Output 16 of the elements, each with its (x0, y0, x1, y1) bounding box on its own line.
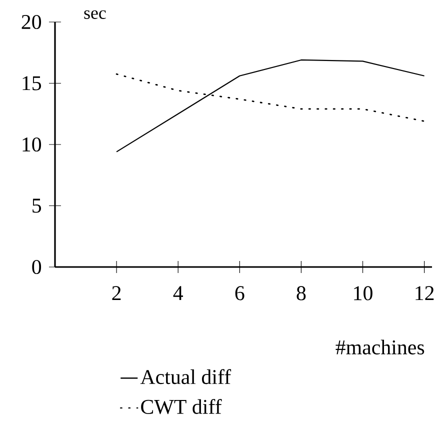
x-tick-label: 2 (112, 286, 121, 300)
legend-label: Actual diff (140, 369, 232, 384)
y-tick-label: 10 (22, 137, 42, 152)
y-tick-label: 5 (32, 198, 42, 213)
line-series (116, 59, 425, 152)
x-tick-label: 10 (354, 286, 372, 300)
y-tick-label: 15 (22, 76, 42, 90)
x-tick-label: 12 (416, 286, 434, 300)
y-tick-label: 20 (22, 14, 42, 30)
y-tick-label: 0 (32, 260, 42, 274)
y-axis-title: sec (84, 10, 106, 19)
x-tick-label: 8 (296, 286, 306, 300)
x-tick-label: 6 (235, 286, 244, 300)
x-axis-title: #machines (336, 340, 424, 354)
x-tick-label: 4 (173, 286, 184, 300)
legend-label: CWT diff (141, 399, 222, 414)
